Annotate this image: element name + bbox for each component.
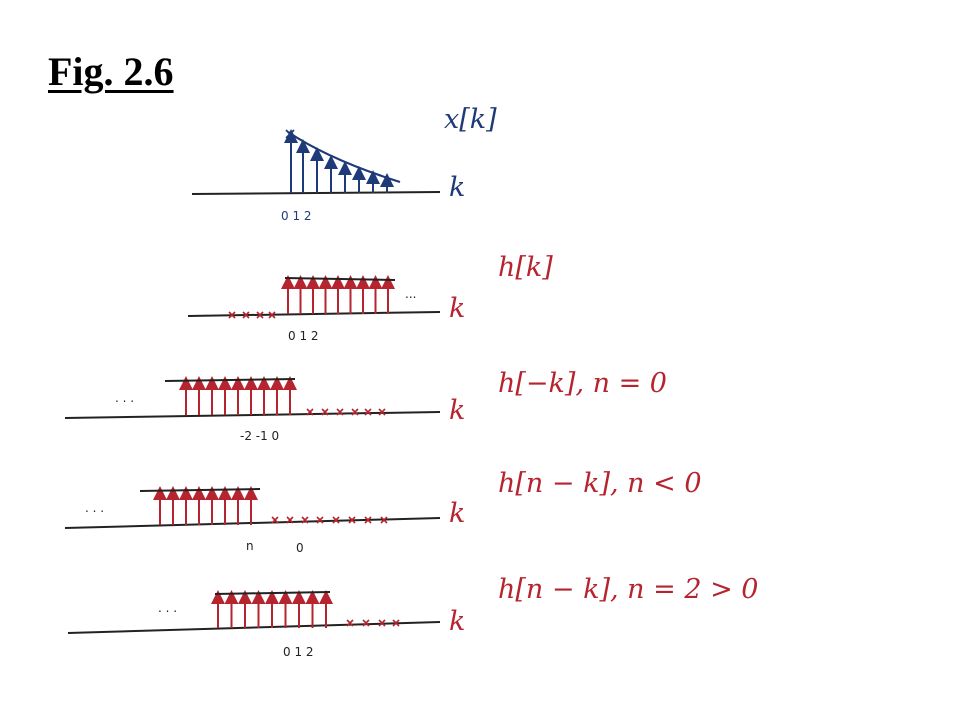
ticks-h-flip: -2 -1 0: [240, 429, 279, 443]
zero-sample-cross: [378, 619, 386, 627]
crosses-h-flip: [306, 408, 386, 416]
stems-h-flip: [179, 376, 297, 415]
zero-sample-cross: [228, 311, 236, 319]
stems-h-neg: [153, 486, 258, 525]
zero-sample-cross: [271, 516, 279, 524]
zero-sample-cross: [362, 619, 370, 627]
zero-sample-cross: [378, 408, 386, 416]
zero-sample-cross: [336, 408, 344, 416]
label-h-flip: h[−k], n = 0: [498, 368, 667, 399]
ticks-x: 0 1 2: [281, 209, 312, 223]
zero-sample-cross: [256, 311, 264, 319]
zero-sample-cross: [242, 311, 250, 319]
axis-h-pos: [67, 621, 441, 634]
zero-sample-cross: [332, 516, 340, 524]
panel-h: ... 0 1 2: [187, 275, 441, 343]
top-h-flip: [164, 378, 296, 382]
figure-title: Fig. 2.6: [48, 49, 174, 94]
axis-k-label: k: [449, 498, 466, 529]
envelope-x: [287, 131, 401, 184]
top-h-pos: [214, 591, 331, 595]
stems-h-pos: [211, 590, 333, 628]
crosses-h: [228, 311, 276, 319]
panel-h-flip: . . . -2 -1 0: [64, 376, 441, 443]
crosses-h-pos: [346, 619, 400, 627]
zero-sample-cross: [380, 516, 388, 524]
axis-k-label: k: [449, 606, 466, 637]
top-h: [284, 277, 396, 281]
zero-sample-cross: [268, 311, 276, 319]
stems-h: [281, 275, 395, 314]
dots-h-pos: . . .: [158, 601, 177, 615]
axis-h-neg: [64, 517, 441, 529]
zero-sample-cross: [392, 619, 400, 627]
axis-k-label: k: [449, 293, 466, 324]
panel-x: 0 1 2: [191, 129, 441, 223]
zero-sample-cross: [306, 408, 314, 416]
label-x-k: x[k]: [444, 104, 497, 135]
zero-sample-cross: [321, 408, 329, 416]
axis-k-label: k: [449, 395, 466, 426]
zero-sample-cross: [351, 408, 359, 416]
zero-sample-cross: [286, 516, 294, 524]
dots-h-neg: . . .: [85, 501, 104, 515]
top-h-neg: [139, 488, 261, 492]
label-h-neg: h[n − k], n < 0: [498, 468, 702, 499]
axis-k-label: k: [449, 172, 466, 203]
label-h-k: h[k]: [498, 252, 553, 283]
zero-sample-cross: [301, 516, 309, 524]
zero-sample-cross: [348, 516, 356, 524]
panel-h-neg: . . . n 0: [64, 486, 441, 555]
zero-sample-cross: [346, 619, 354, 627]
crosses-h-neg: [271, 516, 388, 524]
dots-h: ...: [405, 287, 416, 301]
dots-h-flip: . . .: [115, 391, 134, 405]
tick-n-h-neg: n: [246, 539, 254, 553]
label-h-pos: h[n − k], n = 2 > 0: [498, 574, 759, 605]
axis-h-flip: [64, 411, 441, 419]
zero-sample-cross: [364, 408, 372, 416]
zero-sample-cross: [316, 516, 324, 524]
tick-0-h-neg: 0: [296, 541, 304, 555]
panel-h-pos: . . . 0 1 2: [67, 590, 441, 659]
ticks-h-pos: 0 1 2: [283, 645, 314, 659]
ticks-h: 0 1 2: [288, 329, 319, 343]
zero-sample-cross: [364, 516, 372, 524]
